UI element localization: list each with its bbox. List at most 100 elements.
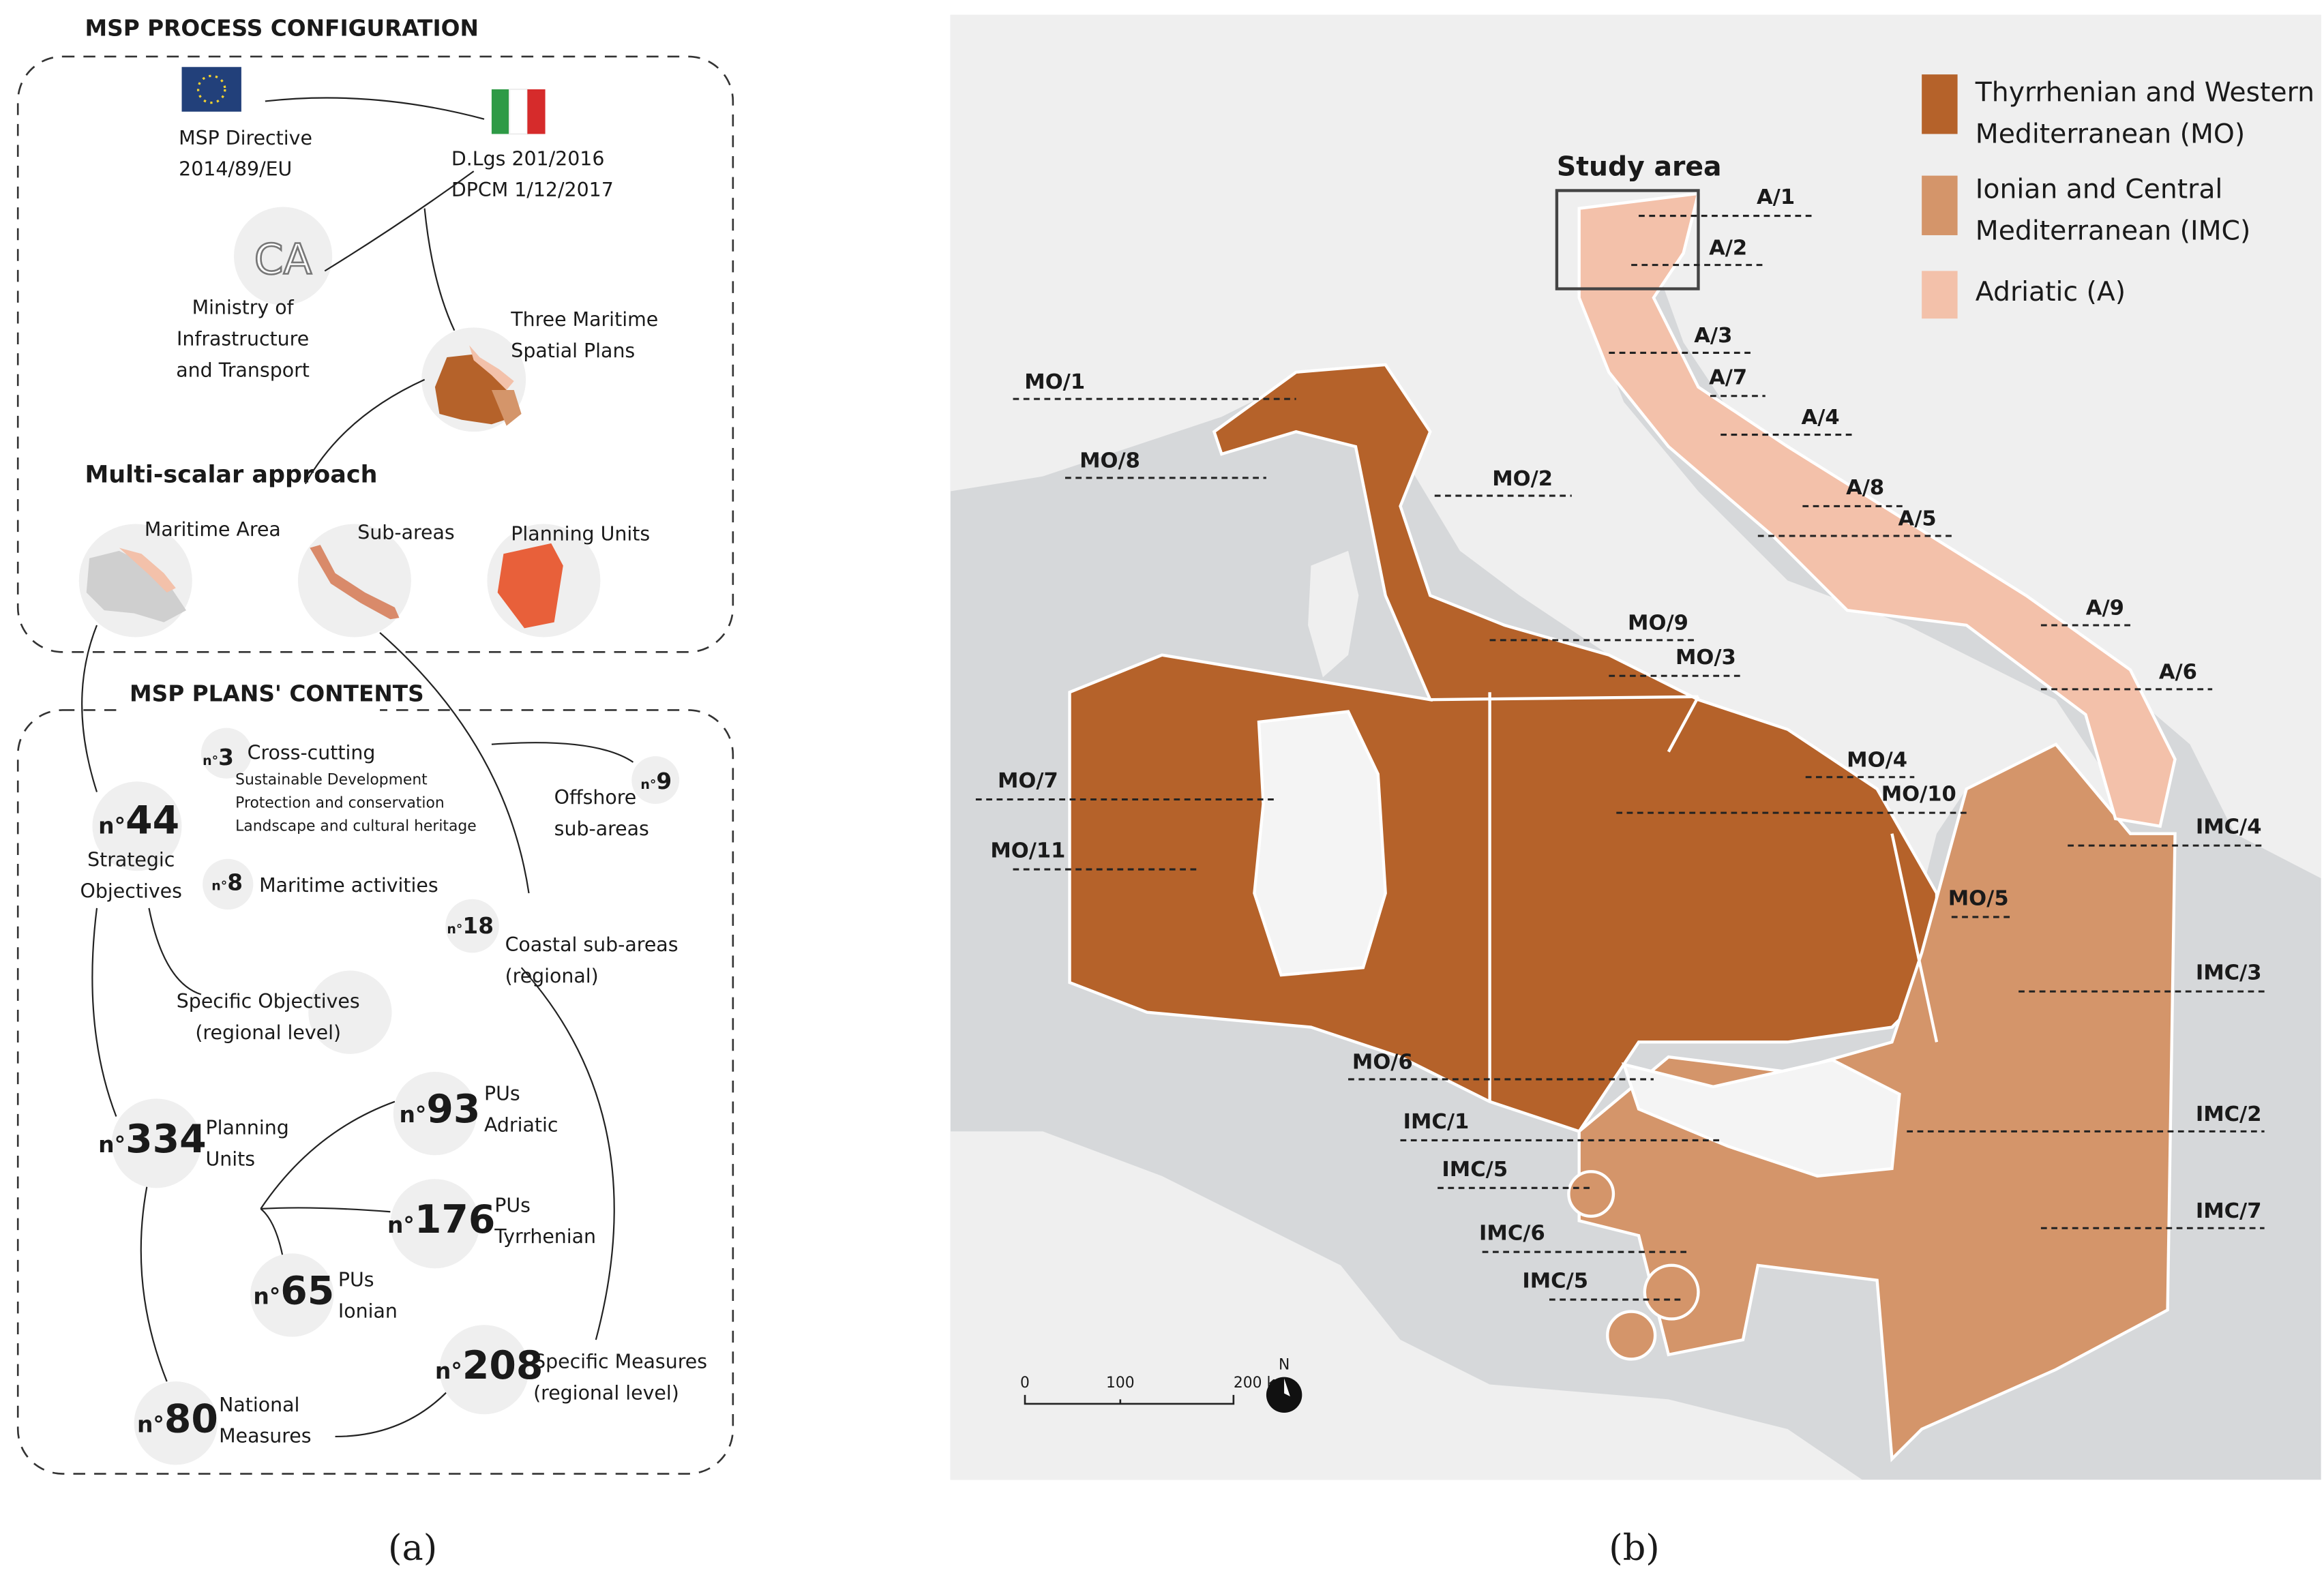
count: n°176 [387, 1197, 495, 1242]
count: n°65 [253, 1269, 334, 1314]
legend-label: Mediterranean (MO) [1976, 119, 2245, 150]
boundary [1430, 695, 1699, 702]
region-imc [1606, 1310, 1657, 1361]
scale-label: 100 [1106, 1375, 1135, 1392]
caption: (b) [1609, 1527, 1659, 1569]
label: Sustainable Development [235, 772, 428, 789]
label: MSP Directive [179, 127, 312, 149]
count-circle [308, 970, 392, 1054]
label: Coastal sub-areas [505, 933, 679, 956]
label: D.Lgs 201/2016 [451, 147, 605, 170]
land [1621, 1058, 1901, 1178]
connector [148, 907, 202, 995]
land [950, 14, 2321, 1028]
count-number: 93 [426, 1087, 480, 1132]
subtitle: Multi-scalar approach [85, 461, 378, 488]
sub-areas-icon [310, 545, 400, 620]
label: National [219, 1394, 299, 1416]
maritime-area-icon [86, 550, 187, 622]
zone-label: IMC/6 [1479, 1222, 1545, 1246]
land [1253, 710, 1387, 977]
zone-label: A/3 [1694, 324, 1732, 348]
legend-label: Adriatic (A) [1976, 277, 2126, 308]
connector [81, 625, 98, 792]
count-number: 176 [415, 1197, 496, 1242]
label: Protection and conservation [235, 794, 445, 811]
count: n°8 [211, 870, 243, 896]
label: PUs [494, 1194, 531, 1216]
count-circle [631, 756, 680, 805]
connector [491, 742, 634, 763]
count-prefix: n° [211, 879, 227, 894]
label: Objectives [80, 880, 182, 903]
zone-label: IMC/7 [2196, 1199, 2262, 1223]
it-flag-red [527, 89, 546, 134]
count: n°3 [203, 745, 234, 770]
zone-label: A/5 [1898, 507, 1937, 531]
plans-icon [434, 354, 514, 425]
it-flag-green [491, 89, 510, 134]
count-prefix: n° [387, 1212, 415, 1238]
count-circle [111, 1098, 201, 1188]
zone-label: MO/2 [1492, 467, 1553, 491]
count-number: 8 [227, 870, 243, 896]
count: n°44 [98, 798, 179, 843]
label: Units [205, 1148, 255, 1171]
label: (regional level) [195, 1021, 341, 1044]
label: (regional level) [533, 1381, 679, 1404]
zone-label: IMC/5 [1522, 1270, 1588, 1293]
count-circle [250, 1253, 334, 1337]
connector [324, 170, 475, 272]
label: Planning [205, 1117, 288, 1139]
count: n°208 [435, 1343, 543, 1388]
label: sub-areas [554, 817, 649, 840]
connector [91, 907, 117, 1117]
count-number: 334 [125, 1117, 207, 1162]
connector [379, 632, 530, 894]
label: Infrastructure [177, 328, 309, 350]
scale-label: 0 [1020, 1375, 1030, 1392]
zone-label: IMC/5 [1442, 1158, 1508, 1182]
plans-icon [469, 345, 514, 391]
region-imc [1567, 1170, 1615, 1218]
count-circle [203, 858, 254, 910]
count: n°334 [98, 1117, 206, 1162]
boundary [1667, 695, 1700, 753]
study-area-box [1555, 189, 1700, 290]
caption: (a) [388, 1527, 437, 1569]
zone-label: MO/11 [990, 839, 1065, 863]
count-number: 208 [462, 1343, 543, 1388]
section-title: MSP PROCESS CONFIGURATION [85, 15, 479, 41]
count: n°9 [640, 768, 672, 794]
label: PUs [484, 1083, 520, 1105]
study-area-label: Study area [1557, 152, 1722, 183]
label: Landscape and cultural heritage [235, 817, 476, 835]
legend-swatch [1922, 74, 1958, 134]
zone-label: MO/4 [1847, 748, 1907, 772]
land [1308, 550, 1359, 678]
connector [335, 1391, 448, 1438]
legend-label: Mediterranean (IMC) [1976, 216, 2251, 247]
zone-label: MO/9 [1628, 612, 1688, 635]
region-imc [1643, 1263, 1700, 1321]
label: Maritime Area [145, 518, 281, 541]
count-number: 65 [280, 1269, 334, 1314]
zone-label: MO/8 [1079, 449, 1140, 473]
zone-label: MO/5 [1948, 886, 2009, 910]
count: n°18 [447, 913, 494, 939]
count: n°80 [137, 1396, 218, 1441]
count-prefix: n° [253, 1283, 280, 1310]
zone-label: A/8 [1846, 476, 1884, 500]
count-prefix: n° [435, 1358, 462, 1384]
label: Strategic [87, 849, 175, 871]
count-circle [134, 1381, 218, 1465]
zone-label: A/9 [2086, 597, 2124, 620]
count-number: 44 [125, 798, 179, 843]
legend-swatch [1922, 271, 1958, 319]
connector [260, 1208, 284, 1259]
it-flag-white [509, 88, 528, 135]
count-prefix: n° [399, 1101, 426, 1128]
label: PUs [338, 1268, 374, 1291]
label: Cross-cutting [248, 742, 376, 764]
